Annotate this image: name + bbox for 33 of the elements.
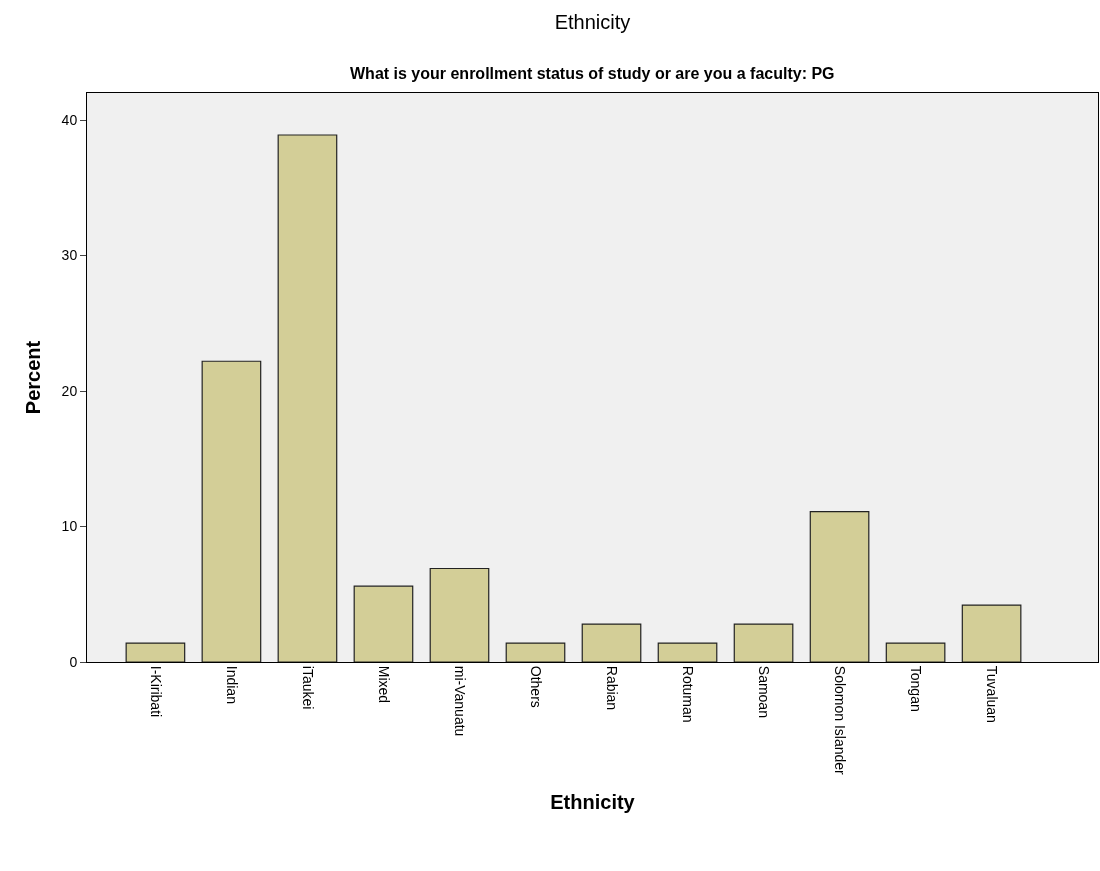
bar — [961, 604, 1022, 662]
x-tick-label: Samoan — [755, 665, 772, 718]
x-tick-label: Rotuman — [679, 665, 696, 723]
bar — [657, 642, 718, 662]
y-tick-label: 30 — [61, 247, 78, 264]
x-tick-label: iTaukei — [299, 665, 316, 710]
y-tick-label: 0 — [69, 653, 78, 670]
y-tick-label: 10 — [61, 518, 78, 535]
bar — [581, 623, 642, 662]
bar — [201, 360, 262, 662]
x-axis-title: Ethnicity — [550, 790, 636, 813]
x-tick-label: Tuvaluan — [984, 665, 1001, 723]
x-tick-label: Others — [527, 665, 544, 708]
x-tick-label: mi-Vanuatu — [451, 665, 468, 737]
x-tick-label: Indian — [223, 665, 240, 704]
chart-subtitle: What is your enrollment status of study or are you a faculty: PG — [350, 65, 835, 82]
y-tick-label: 40 — [61, 112, 78, 128]
x-tick-label: Solomon Islander — [832, 665, 848, 776]
bar — [125, 642, 186, 662]
x-tick-label: Rabian — [603, 665, 620, 711]
bar — [277, 134, 338, 662]
y-axis-title: Percent — [22, 340, 45, 415]
bar — [429, 567, 490, 662]
x-tick-label: Tongan — [908, 665, 925, 712]
bar — [505, 642, 566, 662]
x-tick-label: Mixed — [375, 665, 392, 704]
bar — [809, 511, 870, 662]
chart-title: Ethnicity — [554, 11, 631, 33]
bar — [353, 585, 414, 662]
x-tick-label: I-Kiribati — [147, 665, 164, 718]
y-tick-label: 20 — [61, 382, 78, 399]
bar — [885, 642, 946, 662]
bar — [733, 623, 794, 662]
